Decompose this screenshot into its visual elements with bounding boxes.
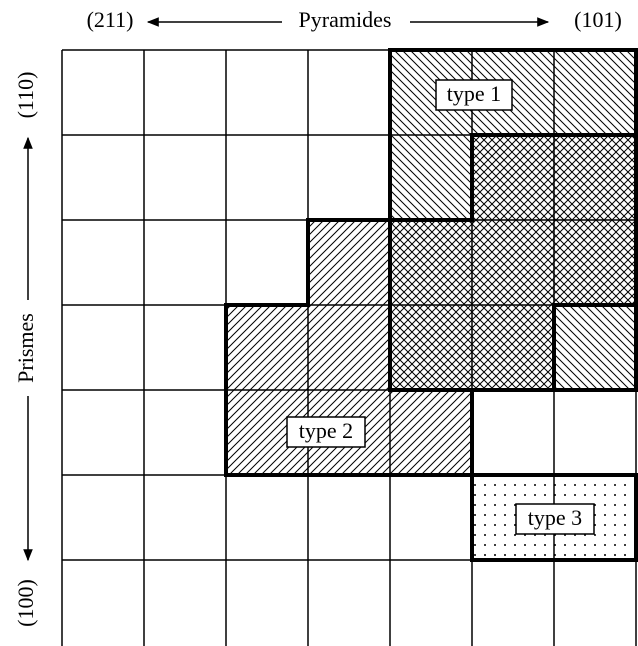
axis-title: Pyramides	[299, 7, 392, 32]
axis-title: Prismes	[13, 313, 38, 383]
axis-end-label: (211)	[87, 7, 134, 32]
region-label: type 1	[447, 81, 501, 106]
region-label: type 3	[528, 505, 582, 530]
left-axis: (110) Prismes (100)	[13, 72, 38, 627]
region-outlines	[224, 48, 638, 562]
axis-end-label: (101)	[574, 7, 622, 32]
region-label: type 2	[299, 418, 353, 443]
region-labels: type 1 type 2 type 3	[286, 79, 595, 535]
top-axis: (211) Pyramides (101)	[87, 7, 622, 32]
axis-end-label: (100)	[13, 579, 38, 627]
axis-end-label: (110)	[13, 72, 38, 119]
